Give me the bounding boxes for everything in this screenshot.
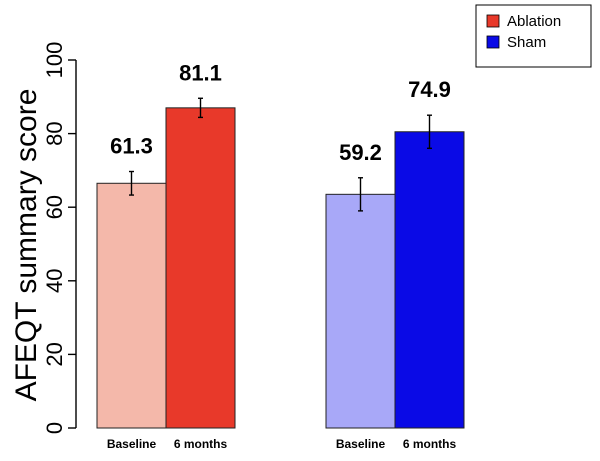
category-label-0-0: Baseline — [107, 437, 157, 451]
y-tick-label-0: 0 — [42, 422, 67, 434]
bar-ablation-baseline — [96, 182, 167, 429]
bar-sham-baseline — [325, 193, 396, 429]
y-axis-title: AFEQT summary score — [10, 89, 43, 402]
y-axis: 0 20 40 60 80 100 — [42, 42, 77, 434]
y-tick-label-4: 80 — [42, 121, 67, 145]
legend-swatch-sham — [486, 35, 500, 49]
y-tick-label-2: 40 — [42, 269, 67, 293]
legend-label-ablation: Ablation — [507, 13, 561, 30]
category-label-0-1: 6 months — [174, 437, 228, 451]
data-label-0-1: 81.1 — [179, 60, 222, 85]
bars: 61.3 Baseline 81.1 6 months 59.2 Baseline 74.9… — [96, 60, 465, 451]
category-label-1-1: 6 months — [403, 437, 457, 451]
y-tick-label-5: 100 — [42, 42, 67, 79]
legend: Ablation Sham — [475, 4, 592, 68]
bar-sham-6-months — [394, 131, 465, 429]
y-tick-label-1: 20 — [42, 342, 67, 366]
category-label-1-0: Baseline — [336, 437, 386, 451]
data-label-1-0: 59.2 — [339, 140, 382, 165]
legend-label-sham: Sham — [507, 34, 546, 51]
y-tick-label-3: 60 — [42, 195, 67, 219]
legend-swatch-ablation — [486, 14, 500, 28]
data-label-0-0: 61.3 — [110, 134, 153, 159]
bar-ablation-6-months — [165, 107, 236, 429]
data-label-1-1: 74.9 — [408, 77, 451, 102]
